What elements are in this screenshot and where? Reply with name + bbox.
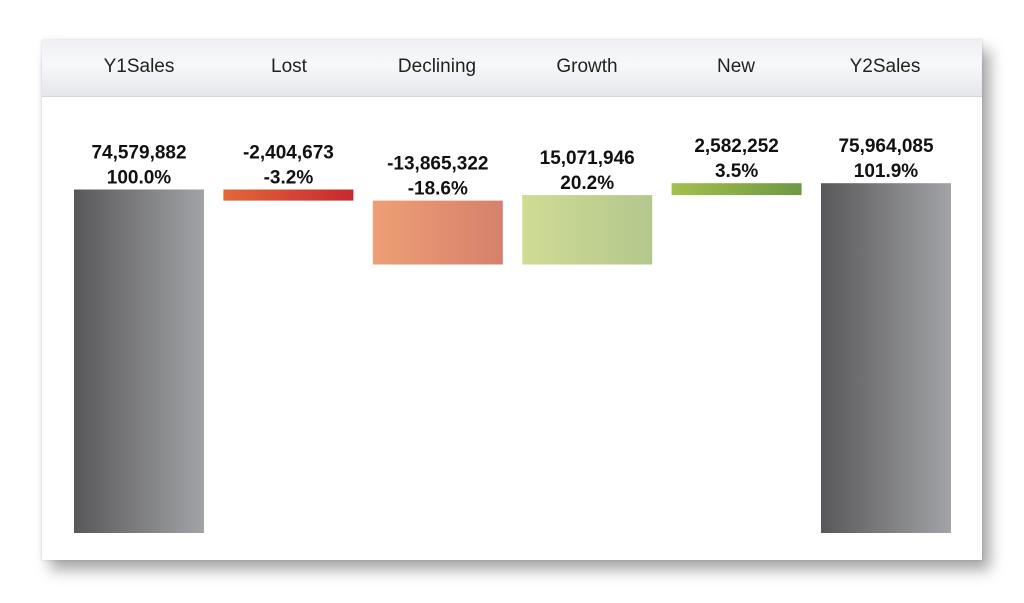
percent-label-new: 3.5% — [715, 161, 758, 182]
header-lost: Lost — [271, 56, 307, 77]
percent-label-lost: -3.2% — [264, 168, 314, 189]
bar-y1sales — [74, 189, 204, 533]
header-y1sales: Y1Sales — [103, 56, 175, 77]
value-label-lost: -2,404,673 — [243, 143, 334, 164]
waterfall-chart: 74,579,882 100.0% -2,404,673 -3.2% -13,865,3… — [74, 136, 951, 533]
percent-label-growth: 20.2% — [560, 173, 614, 194]
header-y2sales: Y2Sales — [849, 56, 921, 77]
bar-lost — [223, 189, 354, 201]
header-declining: Declining — [397, 56, 477, 77]
header-growth: Growth — [556, 56, 618, 77]
value-label-declining: -13,865,322 — [387, 154, 488, 175]
bar-new — [671, 183, 802, 196]
percent-label-declining: -18.6% — [408, 179, 468, 200]
bar-declining — [372, 200, 503, 265]
bar-growth — [522, 195, 653, 265]
value-label-y1sales: 74,579,882 — [91, 143, 186, 164]
value-label-growth: 15,071,946 — [540, 148, 635, 169]
percent-label-y2sales: 101.9% — [854, 161, 919, 182]
value-label-new: 2,582,252 — [694, 136, 779, 157]
value-label-y2sales: 75,964,085 — [838, 136, 934, 157]
waterfall-chart-card: Y1Sales Lost Declining Growth New Y2Sale… — [42, 40, 982, 560]
percent-label-y1sales: 100.0% — [107, 168, 172, 189]
category-header-bar: Y1Sales Lost Declining Growth New Y2Sale… — [42, 40, 982, 97]
bar-y2sales — [821, 183, 951, 533]
header-new: New — [716, 56, 755, 77]
